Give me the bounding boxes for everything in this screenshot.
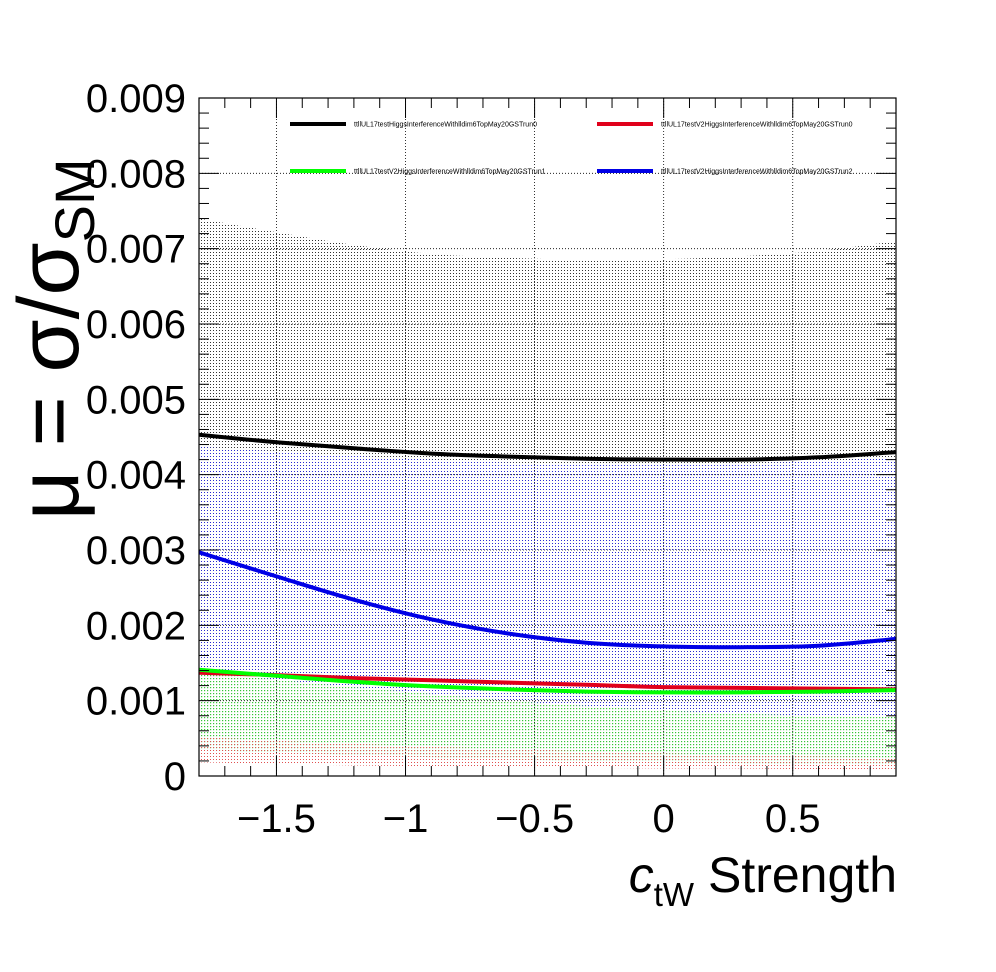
uncertainty-bands bbox=[199, 218, 896, 770]
x-tick-label-1: −1 bbox=[383, 797, 429, 841]
legend-label-2: ttllUL17testV2HiggsInterferenceWithlldim… bbox=[354, 169, 546, 176]
y-tick-label-5: 0.005 bbox=[86, 378, 186, 422]
series-lines bbox=[199, 432, 896, 695]
y-tick-label-6: 0.006 bbox=[86, 303, 186, 347]
x-tick-label-0: −1.5 bbox=[237, 797, 316, 841]
y-tick-label-7: 0.007 bbox=[86, 228, 186, 272]
y-tick-label-2: 0.002 bbox=[86, 604, 186, 648]
x-tick-label-2: −0.5 bbox=[495, 797, 574, 841]
y-axis-title-sub: SM bbox=[43, 158, 106, 242]
legend: ttllUL17testHiggsInterferenceWithlldim6T… bbox=[290, 122, 853, 176]
y-tick-label-9: 0.009 bbox=[86, 77, 186, 121]
plot-frame bbox=[198, 97, 897, 777]
x-axis-title-sub: tW bbox=[654, 876, 695, 913]
y-tick-label-4: 0.004 bbox=[86, 454, 186, 498]
x-tick-labels: −1.5 −1 −0.5 0 0.5 bbox=[237, 797, 821, 841]
band-1 bbox=[199, 736, 896, 770]
x-tick-label-4: 0.5 bbox=[765, 797, 821, 841]
series-line-2 bbox=[199, 667, 896, 695]
y-tick-label-8: 0.008 bbox=[86, 152, 186, 196]
legend-label-0: ttllUL17testHiggsInterferenceWithlldim6T… bbox=[354, 122, 537, 129]
band-3 bbox=[199, 446, 896, 742]
band-2 bbox=[199, 672, 896, 765]
y-axis-title: μ = σ/σSM bbox=[1, 158, 106, 520]
y-tick-label-1: 0.001 bbox=[86, 680, 186, 724]
y-tick-label-0: 0 bbox=[164, 755, 186, 799]
x-tick-label-3: 0 bbox=[653, 797, 675, 841]
legend-label-1: ttllUL17testV2HiggsInterferenceWithlldim… bbox=[661, 122, 853, 129]
y-axis-title-main: μ = σ/σ bbox=[1, 242, 97, 520]
x-axis-title-symbol: c bbox=[629, 847, 654, 903]
y-tick-labels: 0 0.001 0.002 0.003 0.004 0.005 0.006 0.007 0.00… bbox=[86, 77, 186, 799]
legend-label-3: ttllUL17testV2HiggsInterferenceWithlldim… bbox=[661, 169, 853, 176]
x-axis-title-rest: Strength bbox=[694, 847, 897, 903]
y-tick-label-3: 0.003 bbox=[86, 529, 186, 573]
x-axis-title: ctW Strength bbox=[629, 847, 897, 913]
series-line-3 bbox=[199, 550, 896, 650]
axis-ticks bbox=[198, 97, 897, 777]
series-line-1 bbox=[199, 670, 896, 692]
series-line-0 bbox=[199, 432, 896, 462]
